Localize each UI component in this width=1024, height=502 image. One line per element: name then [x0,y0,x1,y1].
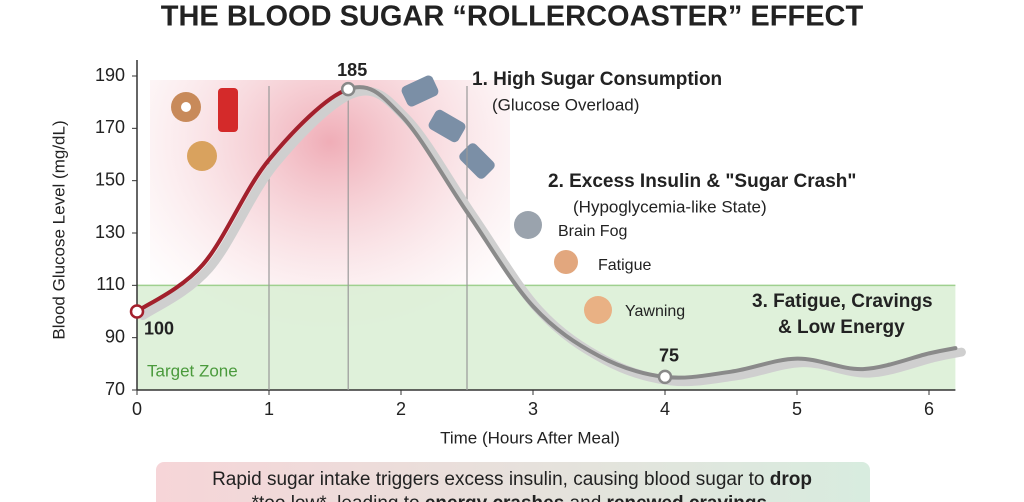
annotation-subtitle: (Glucose Overload) [492,95,639,114]
symptom-label: Fatigue [598,257,651,274]
x-tick-label: 1 [264,399,274,419]
y-tick-label: 70 [105,379,125,399]
caption-segment: and [564,493,606,502]
x-tick-label: 0 [132,399,142,419]
y-tick-label: 170 [95,117,125,137]
y-tick-label: 130 [95,222,125,242]
y-axis-label: Blood Glucose Level (mg/dL) [49,120,68,339]
y-tick-label: 110 [96,274,125,294]
caption-line: Rapid sugar intake triggers excess insul… [212,469,812,490]
x-tick-label: 6 [924,399,934,419]
x-tick-label: 5 [792,399,802,419]
annotation-title: 1. High Sugar Consumption [472,69,722,90]
coaster-icon [401,75,495,179]
caption-segment: energy crashes [425,493,564,502]
target-zone-label: Target Zone [147,361,238,380]
point-label: 100 [144,318,174,338]
annotation-subtitle: (Hypoglycemia-like State) [573,197,767,216]
target-zone [137,285,956,390]
x-axis-label: Time (Hours After Meal) [440,428,620,447]
x-tick-label: 3 [528,399,538,419]
symptom-label: Brain Fog [558,223,627,240]
annotation-subtitle: & Low Energy [778,317,905,338]
point-marker [657,369,673,385]
chart-title: THE BLOOD SUGAR “ROLLERCOASTER” EFFECT [161,1,864,33]
caption-segment: renewed cravings [607,493,768,502]
caption-line: *too low*, leading to energy crashes and… [252,493,773,502]
food-icons [171,88,238,171]
caption-segment: *too low*, leading to [252,493,425,502]
point-marker [340,81,356,97]
caption-segment: . [767,493,772,502]
point-label: 75 [659,346,679,366]
caption-segment: drop [770,469,812,490]
glucose-line-rise [135,87,349,314]
symptom-icons [514,211,612,324]
y-tick-label: 90 [105,326,125,346]
x-tick-label: 2 [396,399,406,419]
caption-box [156,462,870,502]
x-tick-label: 4 [660,399,670,419]
symptom-label: Yawning [625,303,685,320]
caption-segment: Rapid sugar intake triggers excess insul… [212,469,770,490]
y-tick-label: 150 [95,169,125,189]
point-marker [129,304,145,319]
annotation-title: 2. Excess Insulin & "Sugar Crash" [548,171,856,192]
annotation-title: 3. Fatigue, Cravings [752,291,933,312]
point-label: 185 [337,60,367,80]
y-tick-label: 190 [95,65,125,85]
